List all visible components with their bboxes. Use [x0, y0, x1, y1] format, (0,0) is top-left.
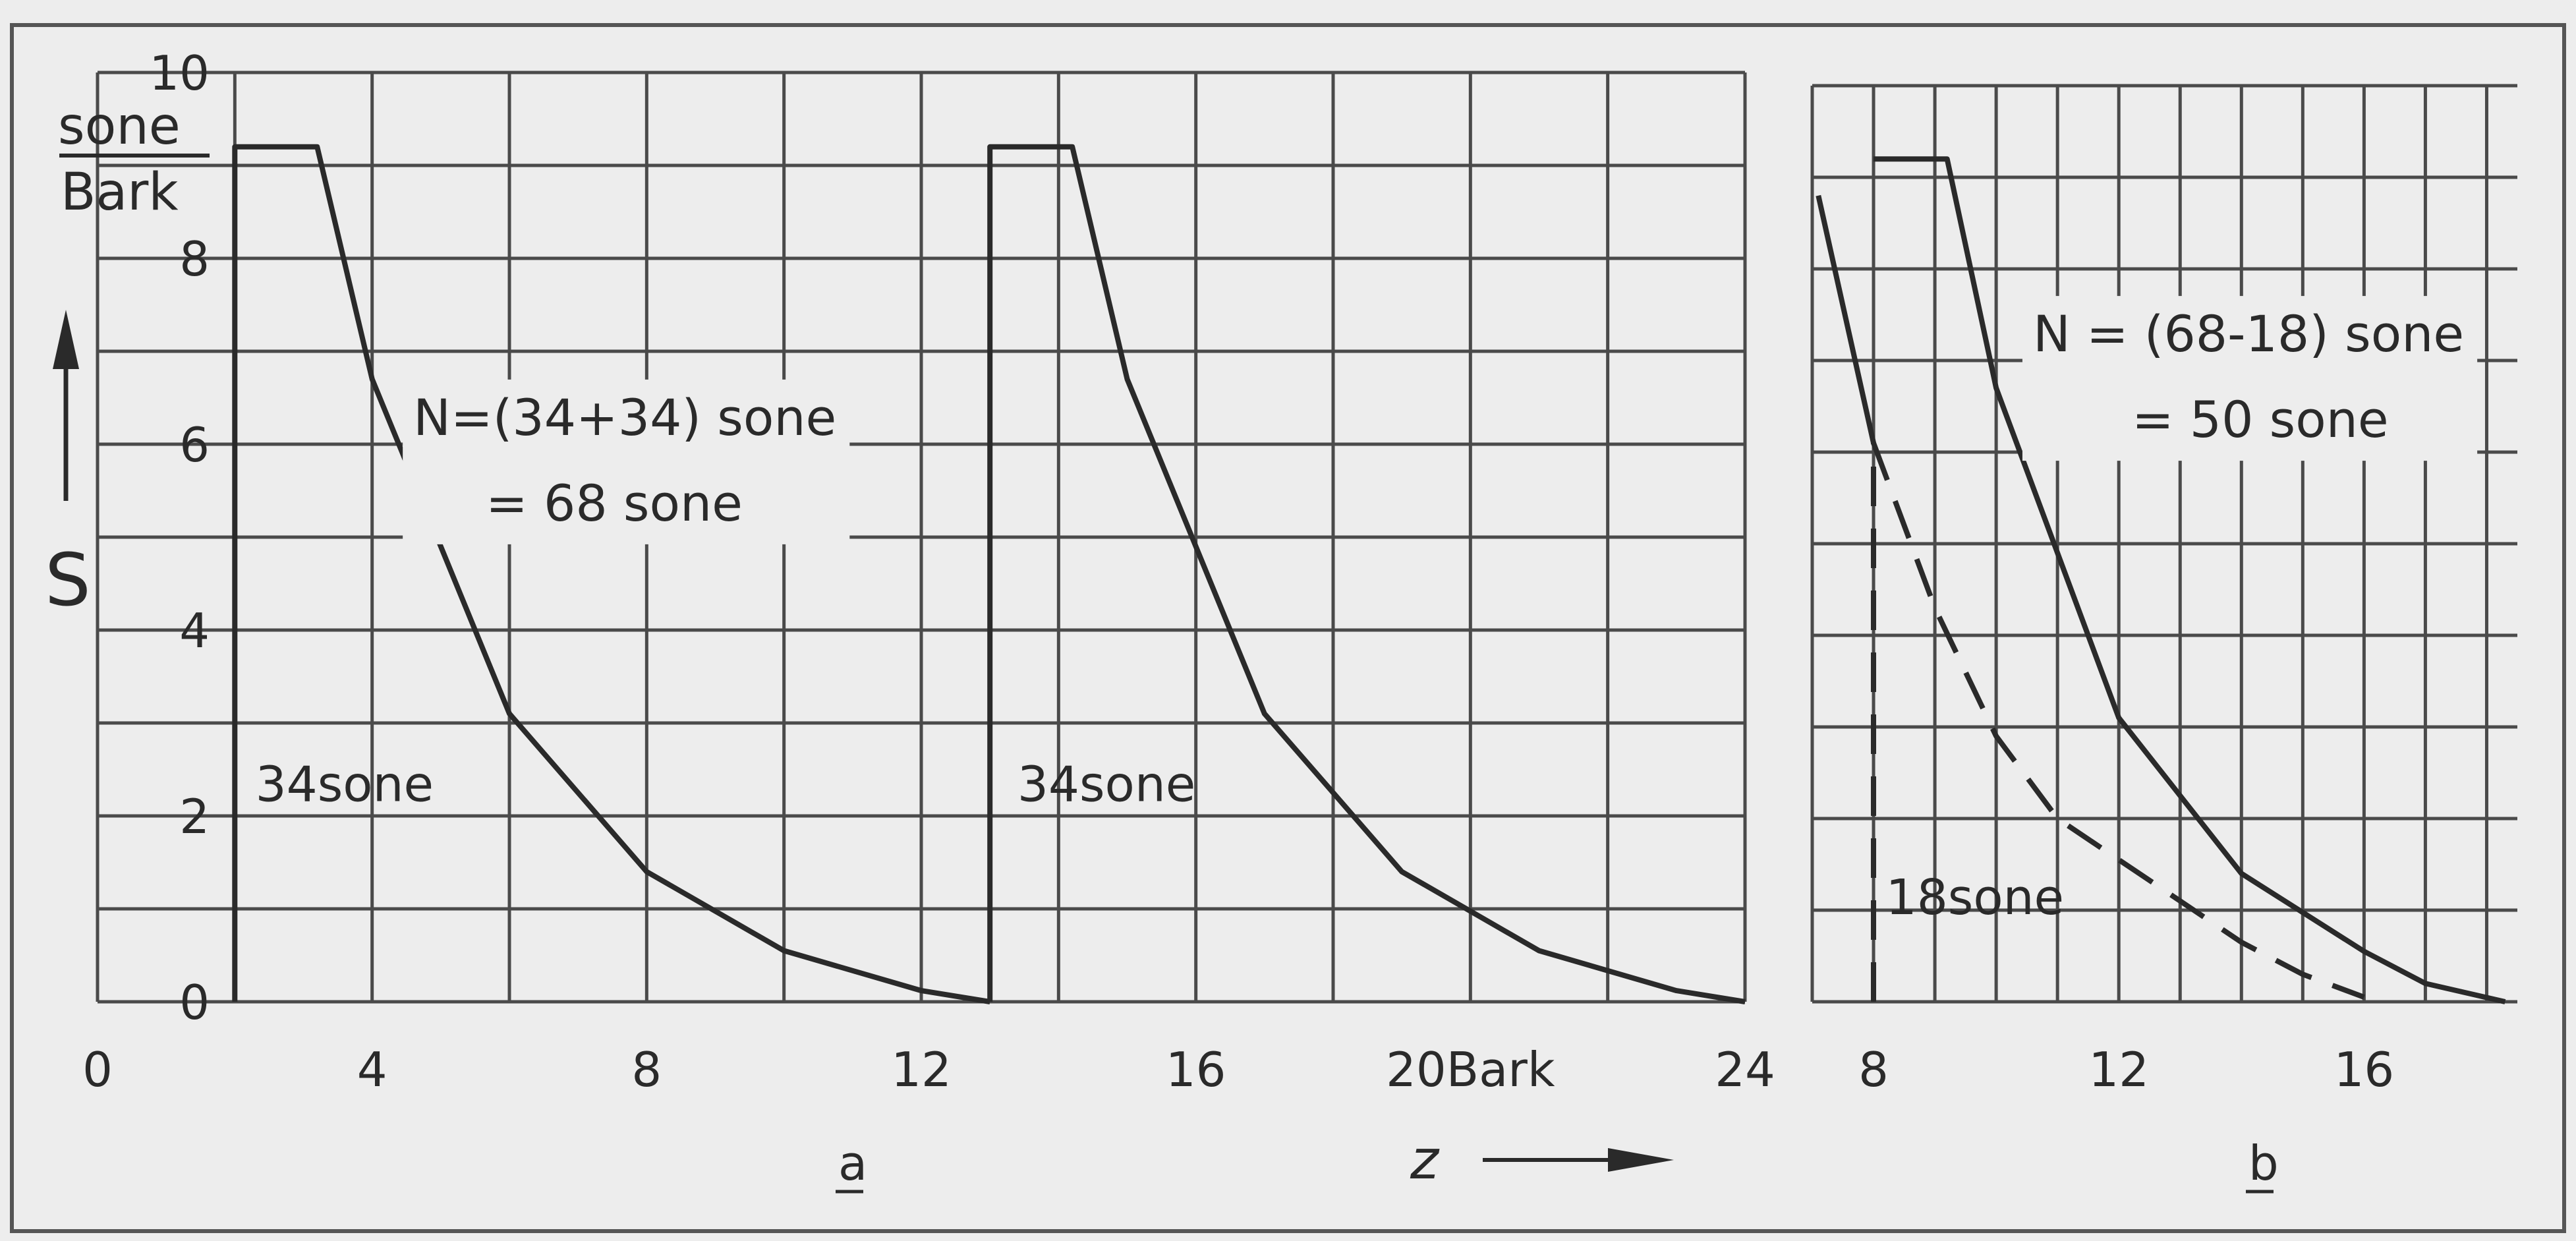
y-tick-label: 0	[179, 975, 210, 1030]
x-tick-label: 24	[1715, 1042, 1775, 1097]
panel-a-annotation-2: 34sone	[1017, 757, 1195, 813]
panel-a-equation-line1: N=(34+34) sone	[413, 388, 836, 447]
y-unit-numerator: sone	[58, 97, 181, 156]
panel-a-equation-line2: = 68 sone	[486, 474, 743, 533]
y-tick-label: 4	[179, 603, 210, 658]
panel-b-label: b	[2248, 1136, 2279, 1191]
y-unit-denominator: Bark	[61, 163, 179, 222]
x-tick-label: 12	[891, 1042, 952, 1097]
x-tick-label: 8	[1858, 1042, 1889, 1097]
y-tick-label: 8	[179, 231, 210, 287]
x-tick-label: 16	[1166, 1042, 1226, 1097]
y-arrow-head	[53, 310, 79, 369]
panel-a-label: a	[838, 1136, 867, 1191]
panel-a-annotation-1: 34sone	[256, 757, 434, 813]
x-tick-label: 0	[82, 1042, 113, 1097]
x-symbol: z	[1410, 1129, 1440, 1192]
x-tick-label: 8	[631, 1042, 662, 1097]
panel-b-annotation-1: 18sone	[1886, 869, 2064, 926]
panel-a-curve-1	[232, 144, 990, 1004]
y-tick-label: 6	[179, 417, 210, 473]
x-tick-label: 16	[2334, 1042, 2395, 1097]
panel-b-equation-background	[2022, 296, 2478, 461]
y-symbol: S	[45, 538, 91, 622]
x-tick-label: 4	[357, 1042, 387, 1097]
x-tick-label: 12	[2088, 1042, 2149, 1097]
panel-b-equation-line2: = 50 sone	[2132, 390, 2389, 449]
y-tick-label: 2	[179, 789, 210, 844]
figure-frame	[10, 23, 2566, 1233]
panel-b-curve-2	[1874, 156, 2506, 1004]
panel-b-curve-1	[1816, 194, 1876, 444]
panel-b-grid	[1810, 84, 2517, 1004]
y-tick-label: 10	[149, 45, 210, 101]
panel-a-curve-2	[987, 144, 1746, 1004]
panel-b-ticks: 8 12 16	[1858, 1042, 2394, 1097]
x-arrow-head	[1608, 1148, 1674, 1172]
panel-a-equation-background	[403, 379, 850, 544]
panel-a-series	[232, 144, 1746, 1004]
panel-b-curve-3	[1871, 442, 2365, 1000]
panel-b-equation-line1: N = (68-18) sone	[2033, 304, 2464, 363]
panel-b-series	[1816, 156, 2506, 1004]
x-tick-label: 20Bark	[1386, 1042, 1555, 1097]
panel-a-grid	[96, 71, 1747, 1004]
